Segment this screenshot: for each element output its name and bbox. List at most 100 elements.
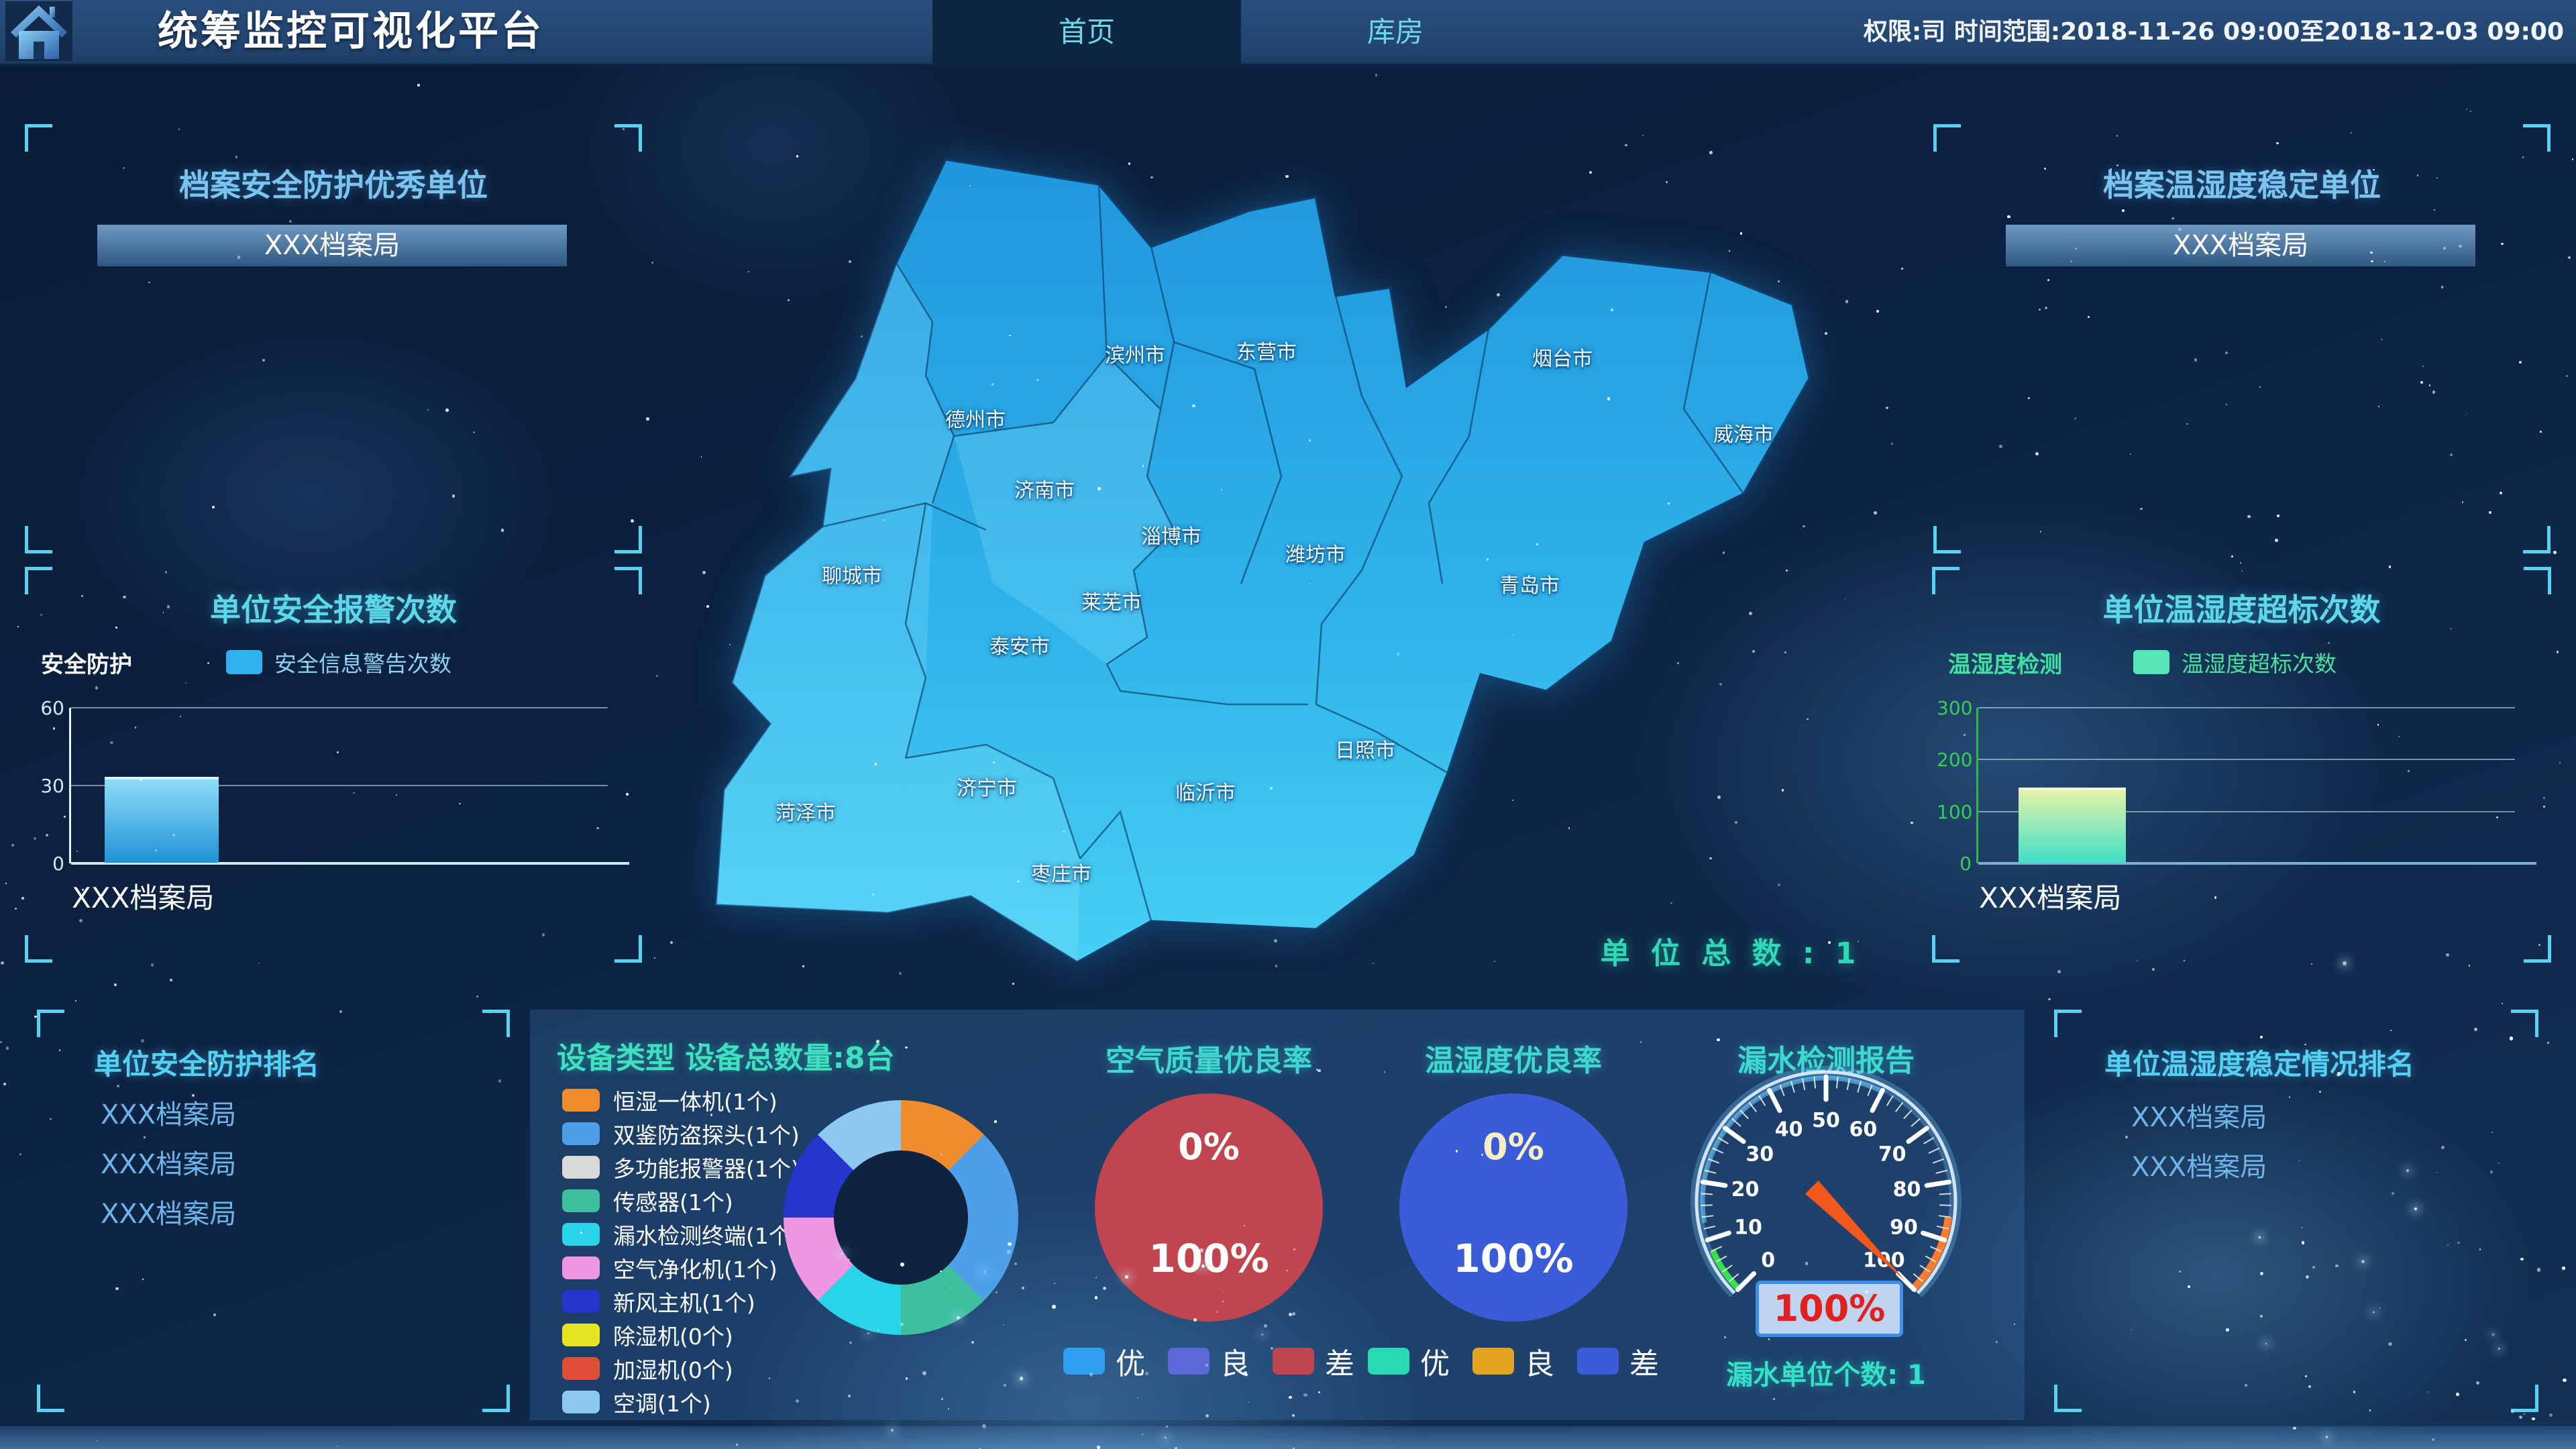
star xyxy=(2379,1307,2381,1309)
star xyxy=(140,779,142,781)
star xyxy=(1165,1437,1166,1438)
star xyxy=(1828,941,1831,944)
star xyxy=(2501,243,2504,246)
star xyxy=(1709,857,1712,860)
star xyxy=(702,571,706,574)
star xyxy=(1723,551,1725,553)
legend-swatch xyxy=(226,650,262,674)
star xyxy=(1012,983,1014,985)
star xyxy=(19,1153,21,1155)
legend-swatch xyxy=(562,1324,600,1346)
star xyxy=(1193,1318,1197,1322)
star xyxy=(1611,309,1613,311)
star xyxy=(2422,366,2424,367)
star xyxy=(2306,1275,2309,1279)
legend-label: 除湿机(0个) xyxy=(613,1319,733,1351)
star xyxy=(1886,407,1888,409)
star xyxy=(1205,1414,1209,1417)
star xyxy=(1373,963,1374,964)
star xyxy=(75,1000,76,1002)
star xyxy=(2441,286,2443,288)
star xyxy=(1097,487,1101,490)
star xyxy=(849,1342,851,1344)
device-legend-item: 漏水检测终端(1个) xyxy=(562,1218,800,1251)
star xyxy=(2311,963,2312,965)
star xyxy=(144,1136,146,1138)
legend-label: 加湿机(0个) xyxy=(613,1352,733,1385)
star xyxy=(1778,883,1780,886)
star xyxy=(2260,1272,2263,1275)
province-map[interactable]: 滨州市 东营市 烟台市 威海市 德州市 济南市 淄博市 潍坊市 聊城市 莱芜市 青岛市 泰安市 日照市济… xyxy=(704,154,1811,966)
star xyxy=(2420,381,2423,384)
chart-title: 单位温湿度超标次数 xyxy=(1932,586,2551,630)
star xyxy=(2028,397,2030,399)
star xyxy=(1666,181,1668,183)
legend-label: 新风主机(1个) xyxy=(613,1285,755,1318)
star xyxy=(1589,171,1592,174)
bar xyxy=(105,777,219,863)
panel-humidity-exceed-chart: 单位温湿度超标次数 温湿度检测 温湿度超标次数 0 100 200 300 XXX档案… xyxy=(1932,567,2551,963)
header-info: 权限:司 时间范围:2018-11-26 09:00至2018-12-03 09… xyxy=(1864,0,2564,64)
unit-row: XXX档案局 xyxy=(97,225,567,266)
tab-warehouse[interactable]: 库房 xyxy=(1241,0,1550,64)
panel-corner-bracket xyxy=(2524,935,2551,963)
star xyxy=(941,1398,943,1400)
x-axis-label: XXX档案局 xyxy=(1979,875,2121,916)
city-label: 济宁市 xyxy=(957,771,1017,801)
panel-bottom-modules: 设备类型 设备总数量:8台 恒湿一体机(1个) 双鉴防盗探头(1个) 多功能报警器(… xyxy=(530,1010,2025,1420)
star xyxy=(940,1271,941,1272)
star xyxy=(262,359,265,362)
tab-home[interactable]: 首页 xyxy=(932,0,1241,64)
star xyxy=(151,963,154,967)
city-label: 济南市 xyxy=(1014,474,1075,503)
city-label: 潍坊市 xyxy=(1285,538,1346,568)
device-legend-item: 空调(1个) xyxy=(562,1385,800,1419)
star xyxy=(1891,443,1893,445)
gauge-value-badge: 100% xyxy=(1756,1281,1903,1337)
chart-legend: 安全信息警告次数 xyxy=(226,646,451,678)
star xyxy=(651,262,653,264)
star xyxy=(900,1323,904,1326)
panel-corner-bracket xyxy=(2511,1010,2538,1037)
star xyxy=(2265,1343,2267,1344)
city-label: 淄博市 xyxy=(1141,520,1201,549)
star xyxy=(1901,268,1903,270)
star xyxy=(192,1094,195,1097)
star xyxy=(2231,555,2233,557)
pie-value-bottom: 100% xyxy=(1399,1236,1627,1281)
star xyxy=(1874,511,1877,515)
svg-text:90: 90 xyxy=(1890,1216,1918,1240)
star xyxy=(788,299,790,301)
star xyxy=(2417,174,2418,176)
star xyxy=(2563,1379,2566,1382)
star xyxy=(2547,1042,2549,1044)
star xyxy=(983,1271,985,1273)
legend-label: 空调(1个) xyxy=(613,1386,711,1418)
panel-corner-bracket xyxy=(2524,567,2551,594)
svg-text:30: 30 xyxy=(1746,1142,1774,1166)
star xyxy=(1668,502,1670,504)
star xyxy=(2428,1391,2429,1393)
legend-swatch xyxy=(1168,1348,1210,1375)
star xyxy=(646,417,649,420)
panel-security-ranking: 单位安全防护排名 XXX档案局 XXX档案局 XXX档案局 xyxy=(37,1010,510,1412)
star xyxy=(379,186,380,187)
star xyxy=(971,1341,974,1344)
home-icon[interactable] xyxy=(5,1,72,61)
star xyxy=(2390,1030,2392,1031)
bar xyxy=(2019,788,2126,863)
star xyxy=(2520,1258,2524,1261)
star xyxy=(2566,375,2568,377)
star xyxy=(2511,1410,2514,1413)
legend-swatch xyxy=(1472,1348,1514,1375)
legend-label: 漏水检测终端(1个) xyxy=(613,1218,800,1250)
star xyxy=(2466,109,2467,110)
page-title: 统筹监控可视化平台 xyxy=(158,0,544,64)
star xyxy=(710,1114,712,1116)
device-legend-item: 恒湿一体机(1个) xyxy=(562,1083,800,1117)
star xyxy=(2260,1315,2263,1318)
pie-value-top: 0% xyxy=(1399,1126,1627,1168)
star xyxy=(2502,1003,2503,1004)
ranking-list: XXX档案局 XXX档案局 XXX档案局 xyxy=(101,1093,236,1242)
device-legend-item: 传感器(1个) xyxy=(562,1184,800,1218)
